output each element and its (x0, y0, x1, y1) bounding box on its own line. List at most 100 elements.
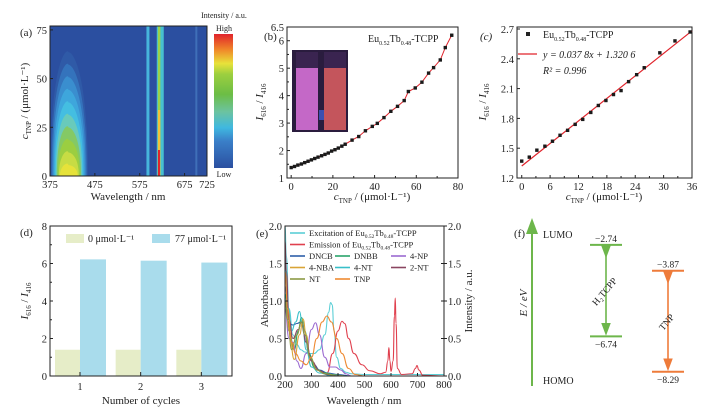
y-tick-label: 0.0 (448, 372, 461, 383)
y-tick-label: 0 (42, 372, 47, 383)
data-point (420, 80, 424, 84)
series-nt (285, 300, 339, 376)
data-point (589, 110, 593, 115)
y-tick-label: 2.4 (501, 55, 515, 66)
x-tick-label: 0 (289, 182, 294, 193)
legend-label: Excitation of Eu0.52Tb0.48-TCPP (309, 228, 417, 240)
legend-label: 2-NT (410, 263, 429, 273)
y-tick-label: 4 (279, 92, 285, 103)
x-tick-label: 0 (519, 182, 524, 193)
data-point (596, 103, 601, 108)
x-tick-label: 80 (453, 182, 464, 193)
y-tick-label: 2 (42, 335, 47, 346)
y-tick-label: 8 (42, 222, 47, 233)
data-point (363, 129, 368, 133)
x-tick-label: 30 (658, 182, 669, 193)
data-point (558, 133, 562, 137)
x-tick-label: 400 (330, 380, 346, 391)
y-tick-label: 2.0 (448, 222, 461, 233)
y-tick-label: 1.2 (501, 174, 514, 185)
eu-line-616 (157, 26, 161, 176)
x-tick-label: 6 (547, 182, 552, 193)
x-tick-label: 18 (602, 182, 613, 193)
y-tick-label: 2.7 (501, 25, 514, 36)
y-tick-label: 50 (37, 75, 48, 86)
panel-label: (b) (264, 31, 277, 43)
y-axis-label: I616 / I416 (477, 83, 491, 121)
heatmap-area (50, 26, 207, 176)
x-tick-label: 40 (369, 182, 380, 193)
panel-d-cycles-bar: 1 2 3 0 2 4 6 8 (d) Number of cycles I616 / I41… (19, 222, 233, 407)
series-tnp (285, 270, 365, 376)
x-tick-label: 24 (630, 182, 641, 193)
x-tick-label: 700 (410, 380, 426, 391)
panel-b-ratio-curve: 0 20 40 60 80 1 2 3 4 5 6 6.5 (b) cTNP / (μmol·L⁻¹)… (254, 23, 463, 205)
plot-frame (49, 25, 208, 177)
inset-photo (292, 50, 348, 132)
panel-f-energy-diagram: (f) E / eV LUMO HOMO −2.74−6.74H₂TCPP−3.… (514, 218, 684, 387)
data-point (626, 79, 631, 84)
x-axis-label: Wavelength / nm (327, 395, 402, 407)
data-point (313, 156, 317, 161)
y-tick-label: 1.8 (501, 114, 514, 125)
data-point (306, 159, 310, 163)
bar (201, 262, 228, 376)
data-point (450, 33, 454, 37)
data-point (292, 164, 297, 169)
molecule-label: TNP (658, 313, 677, 333)
r-squared: R² = 0.996 (542, 66, 586, 77)
plot-frame (286, 26, 459, 179)
data-point (426, 71, 431, 75)
x-tick-label: 20 (328, 182, 339, 193)
series-emission (326, 297, 444, 376)
data-point (619, 88, 623, 93)
y-axis-label-right: Intensity / a.u. (463, 269, 475, 332)
y-tick-label: 1.0 (448, 297, 461, 308)
y-tick-label: 0 (42, 172, 47, 183)
x-tick-label: 12 (573, 182, 584, 193)
legend-swatch-0 (66, 234, 84, 243)
y-tick-label: 6.5 (271, 23, 284, 34)
data-point (375, 121, 379, 126)
x-axis-label: Number of cycles (102, 395, 180, 407)
legend-swatch-1 (152, 234, 170, 243)
x-tick-label: 3 (199, 382, 204, 393)
data-point (673, 39, 677, 43)
data-point (535, 148, 539, 152)
colorbar-title: Intensity / a.u. (201, 11, 247, 20)
energy-axis-label: E / eV (518, 288, 530, 317)
data-point (634, 72, 639, 77)
legend-label: 4-NT (354, 263, 373, 273)
data-point (350, 138, 354, 142)
y-axis-label: cTNP / (μmol·L⁻¹) (19, 62, 33, 139)
data-point (357, 134, 361, 139)
lumo-value: −2.74 (595, 235, 617, 245)
panel-c-linear-fit: 0 6 12 18 24 30 36 1.2 1.5 1.8 2.1 2.4 2.7 (c) cTNP … (477, 25, 697, 205)
data-point (565, 128, 570, 133)
panel-a-heatmap: 375 475 575 675 725 0 25 50 75 (a) Wavelength / … (19, 11, 247, 203)
data-point (289, 165, 293, 170)
data-point (431, 65, 436, 70)
y-tick-label: 2.1 (501, 85, 514, 96)
bar (55, 349, 80, 376)
x-axis-label: cTNP / (μmol·L⁻¹) (566, 191, 643, 205)
x-tick-label: 475 (87, 180, 103, 191)
homo-value: −8.29 (657, 376, 679, 386)
legend-label: 4-NBA (309, 263, 335, 273)
data-point (573, 122, 577, 127)
data-point (642, 66, 646, 70)
data-point (406, 89, 411, 94)
bar (80, 259, 106, 376)
panel-label: (e) (256, 228, 269, 240)
data-point (658, 51, 662, 55)
x-tick-label: 675 (177, 180, 193, 191)
panel-e-spectra: 200 300 400 500 600 700 8000.00.51.01.52.00.00… (256, 222, 475, 407)
colorbar-high-label: High (216, 24, 232, 33)
legend-label: DNBB (354, 251, 378, 261)
data-point (581, 117, 585, 122)
eu-line-616-hot (157, 110, 161, 176)
panel-label: (a) (20, 27, 33, 39)
data-point (604, 98, 608, 103)
data-point (438, 58, 442, 62)
